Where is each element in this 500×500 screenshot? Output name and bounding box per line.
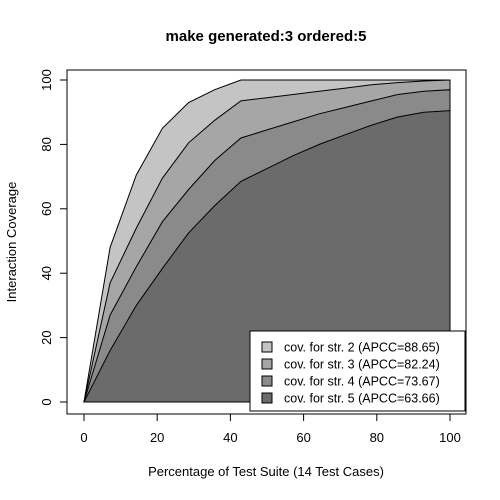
legend-swatch bbox=[261, 375, 273, 387]
y-tick-label: 60 bbox=[39, 202, 54, 216]
legend-swatch bbox=[261, 392, 273, 404]
legend-swatch bbox=[261, 358, 273, 370]
chart-title: make generated:3 ordered:5 bbox=[166, 28, 367, 45]
y-axis: 0 20 40 60 80 100 bbox=[39, 69, 68, 406]
legend-swatch bbox=[261, 341, 273, 353]
x-tick-label: 0 bbox=[80, 430, 87, 445]
x-tick-label: 40 bbox=[223, 430, 237, 445]
legend-label: cov. for str. 2 (APCC=88.65) bbox=[284, 341, 440, 355]
y-tick-label: 100 bbox=[39, 69, 54, 91]
y-tick-label: 0 bbox=[39, 398, 54, 405]
legend-label: cov. for str. 4 (APCC=73.67) bbox=[284, 375, 440, 389]
x-tick-label: 80 bbox=[370, 430, 384, 445]
y-tick-label: 20 bbox=[39, 330, 54, 344]
x-tick-label: 100 bbox=[439, 430, 461, 445]
legend-box bbox=[249, 330, 466, 412]
y-tick-label: 40 bbox=[39, 266, 54, 280]
chart-areas bbox=[83, 79, 451, 403]
y-tick-label: 80 bbox=[39, 137, 54, 151]
x-axis: 0 20 40 60 80 100 bbox=[80, 413, 461, 445]
x-tick-label: 60 bbox=[296, 430, 310, 445]
y-axis-label: Interaction Coverage bbox=[4, 182, 19, 303]
legend-label: cov. for str. 5 (APCC=63.66) bbox=[284, 392, 440, 406]
x-tick-label: 20 bbox=[150, 430, 164, 445]
legend: cov. for str. 2 (APCC=88.65) cov. for str… bbox=[249, 330, 466, 412]
x-axis-label: Percentage of Test Suite (14 Test Cases) bbox=[148, 464, 384, 479]
legend-label: cov. for str. 3 (APCC=82.24) bbox=[284, 358, 440, 372]
area-series-4 bbox=[83, 110, 451, 403]
